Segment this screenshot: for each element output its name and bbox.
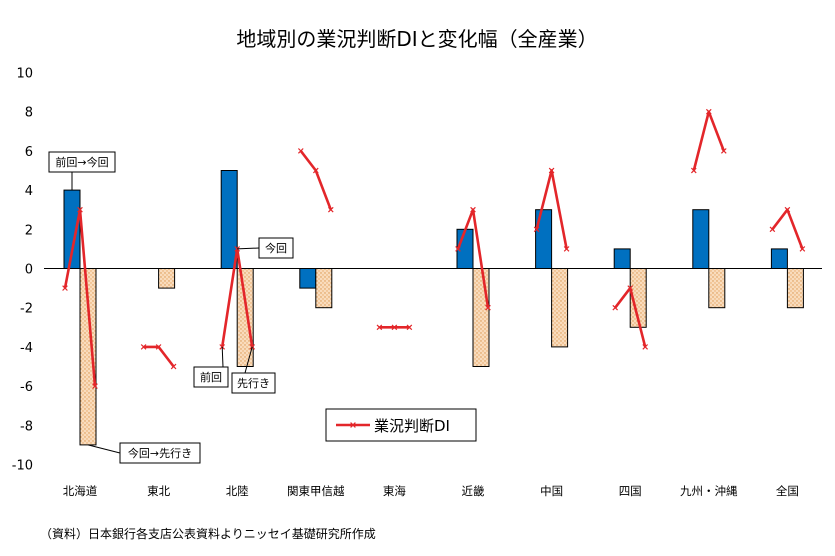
di-line bbox=[692, 110, 726, 171]
category-label: 関東甲信越 bbox=[287, 484, 345, 498]
di-point-marker bbox=[297, 148, 304, 154]
bar-now-to-forward bbox=[236, 268, 254, 367]
di-point-marker bbox=[642, 344, 649, 350]
callout-label: 今回 bbox=[265, 241, 287, 255]
di-point-marker bbox=[406, 324, 413, 331]
chart-title: 地域別の業況判断DIと変化幅（全産業） bbox=[236, 27, 597, 51]
di-point-marker bbox=[784, 206, 791, 213]
di-point-marker bbox=[376, 324, 383, 331]
di-point-marker bbox=[548, 167, 555, 174]
bar-prev-to-now bbox=[299, 268, 317, 289]
y-tick-label: 10 bbox=[16, 67, 33, 82]
di-point-marker bbox=[799, 246, 806, 252]
di-point-marker bbox=[92, 383, 98, 389]
callout-leader bbox=[221, 346, 224, 368]
y-tick-label: -4 bbox=[20, 341, 33, 356]
category-label: 中国 bbox=[540, 484, 563, 498]
category-label: 全国 bbox=[776, 484, 799, 498]
y-tick-label: -10 bbox=[12, 459, 33, 474]
callout-label: 前回→今回 bbox=[55, 155, 108, 169]
di-point-marker bbox=[391, 324, 398, 331]
bar-now-to-forward bbox=[472, 268, 490, 367]
bar-prev-to-now bbox=[220, 170, 238, 269]
legend-label: 業況判断DI bbox=[374, 417, 450, 435]
callout-box bbox=[193, 366, 229, 388]
callout-leader bbox=[87, 444, 121, 454]
bar-now-to-forward bbox=[158, 268, 176, 289]
category-label: 九州・沖縄 bbox=[680, 484, 738, 498]
category-label: 北海道 bbox=[63, 484, 98, 498]
legend: 業況判断DI bbox=[325, 408, 477, 442]
di-line bbox=[771, 208, 804, 250]
bar-now-to-forward bbox=[786, 268, 804, 309]
category-label: 北陸 bbox=[226, 484, 249, 498]
source-note: （資料）日本銀行各支店公表資料よりニッセイ基礎研究所作成 bbox=[40, 526, 376, 541]
callout-box bbox=[48, 151, 116, 173]
callout-leader bbox=[244, 346, 253, 374]
callout-label: 前回 bbox=[200, 370, 222, 384]
di-point-marker bbox=[563, 246, 570, 252]
bar-now-to-forward bbox=[708, 268, 726, 309]
di-point-marker bbox=[720, 148, 727, 154]
di-point-marker bbox=[627, 285, 634, 291]
bar-now-to-forward bbox=[629, 268, 647, 328]
di-point-marker bbox=[327, 206, 334, 213]
callout-box bbox=[258, 237, 294, 259]
y-tick-label: -8 bbox=[20, 419, 33, 434]
callout-leader bbox=[237, 247, 260, 250]
category-label: 近畿 bbox=[462, 484, 485, 498]
y-tick-label: 4 bbox=[25, 184, 33, 199]
di-point-marker bbox=[312, 167, 319, 174]
di-point-marker bbox=[470, 206, 476, 213]
legend-marker bbox=[350, 422, 356, 428]
bar-now-to-forward bbox=[315, 268, 333, 309]
bar-prev-to-now bbox=[456, 228, 474, 270]
y-tick-label: -2 bbox=[20, 302, 33, 317]
bar-prev-to-now bbox=[613, 248, 631, 269]
di-point-marker bbox=[155, 344, 162, 350]
di-point-marker bbox=[485, 304, 491, 311]
y-axis: 10 8 6 4 2 0 -2 -4 -6 -8 -10 bbox=[12, 67, 33, 474]
category-label: 東海 bbox=[383, 484, 406, 498]
bar-prev-to-now bbox=[535, 209, 553, 269]
di-point-marker bbox=[705, 108, 712, 115]
di-point-marker bbox=[769, 226, 776, 233]
bar-now-to-forward bbox=[551, 268, 569, 348]
di-point-marker bbox=[140, 344, 147, 350]
di-line bbox=[299, 150, 333, 211]
di-point-marker bbox=[62, 285, 68, 291]
di-point-marker bbox=[455, 246, 461, 252]
y-tick-label: 6 bbox=[25, 145, 33, 160]
bar-prev-to-now bbox=[692, 209, 710, 269]
callout-label: 先行き bbox=[237, 377, 270, 390]
annotations-layer: 前回→今回今回→先行き 今回前回先行き bbox=[48, 151, 294, 464]
callout-box bbox=[231, 372, 276, 394]
y-tick-label: -6 bbox=[20, 380, 33, 395]
y-tick-label: 8 bbox=[25, 106, 33, 121]
callout-label: 今回→先行き bbox=[128, 446, 192, 460]
category-label: 四国 bbox=[619, 484, 642, 498]
y-tick-label: 2 bbox=[25, 223, 33, 238]
callout-box bbox=[119, 442, 201, 464]
di-point-marker bbox=[612, 304, 619, 311]
di-point-marker bbox=[690, 167, 697, 174]
y-tick-label: 0 bbox=[25, 263, 33, 278]
di-point-marker bbox=[533, 226, 540, 233]
bar-prev-to-now bbox=[770, 248, 788, 269]
category-labels: 北海道 東北 北陸 関東甲信越 東海 近畿 中国 四国 九州・沖縄 全国 bbox=[63, 484, 799, 498]
di-lines-layer bbox=[62, 108, 806, 389]
di-point-marker bbox=[77, 206, 83, 213]
di-point-marker bbox=[170, 363, 177, 370]
category-label: 東北 bbox=[147, 484, 170, 498]
di-line bbox=[143, 345, 175, 368]
bars-layer bbox=[44, 170, 822, 446]
